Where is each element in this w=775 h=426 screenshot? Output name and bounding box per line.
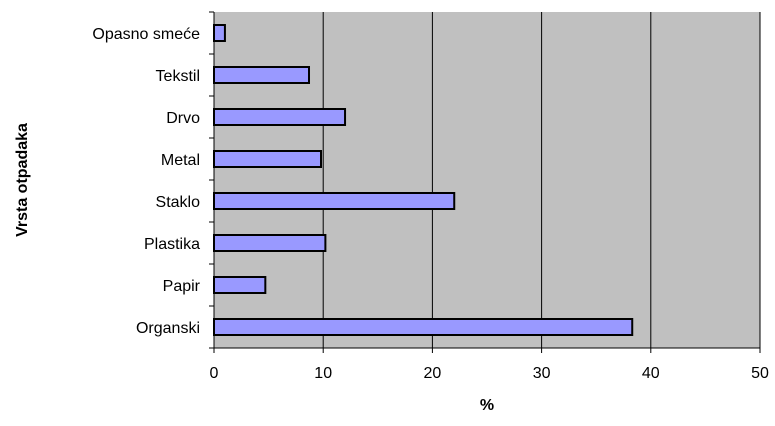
category-label: Opasno smeće (92, 26, 200, 43)
bar (213, 192, 456, 210)
category-label: Drvo (166, 110, 200, 127)
x-tick-label: 0 (210, 365, 219, 382)
x-axis-title: % (480, 397, 494, 414)
category-label: Staklo (156, 194, 201, 211)
plot-area (214, 12, 760, 348)
bar (213, 108, 347, 126)
category-label: Metal (161, 152, 200, 169)
bars (213, 24, 634, 336)
bar (213, 276, 267, 294)
category-label: Plastika (144, 236, 200, 253)
x-tick-label: 40 (642, 365, 660, 382)
category-label: Organski (136, 320, 200, 337)
gridlines (322, 12, 761, 348)
bar (213, 66, 311, 84)
x-tick-label: 10 (314, 365, 332, 382)
bar (213, 24, 226, 42)
x-tick-label: 50 (751, 365, 769, 382)
bar (213, 234, 327, 252)
x-tick-label: 20 (424, 365, 442, 382)
bar (213, 150, 323, 168)
axes (209, 11, 761, 353)
y-axis-title: Vrsta otpadaka (14, 123, 31, 237)
x-tick-label: 30 (533, 365, 551, 382)
category-label: Papir (163, 278, 201, 295)
labels: Opasno smeće Tekstil Drvo Metal Staklo Plasti… (92, 26, 769, 382)
category-label: Tekstil (156, 68, 200, 85)
bar (213, 318, 634, 336)
